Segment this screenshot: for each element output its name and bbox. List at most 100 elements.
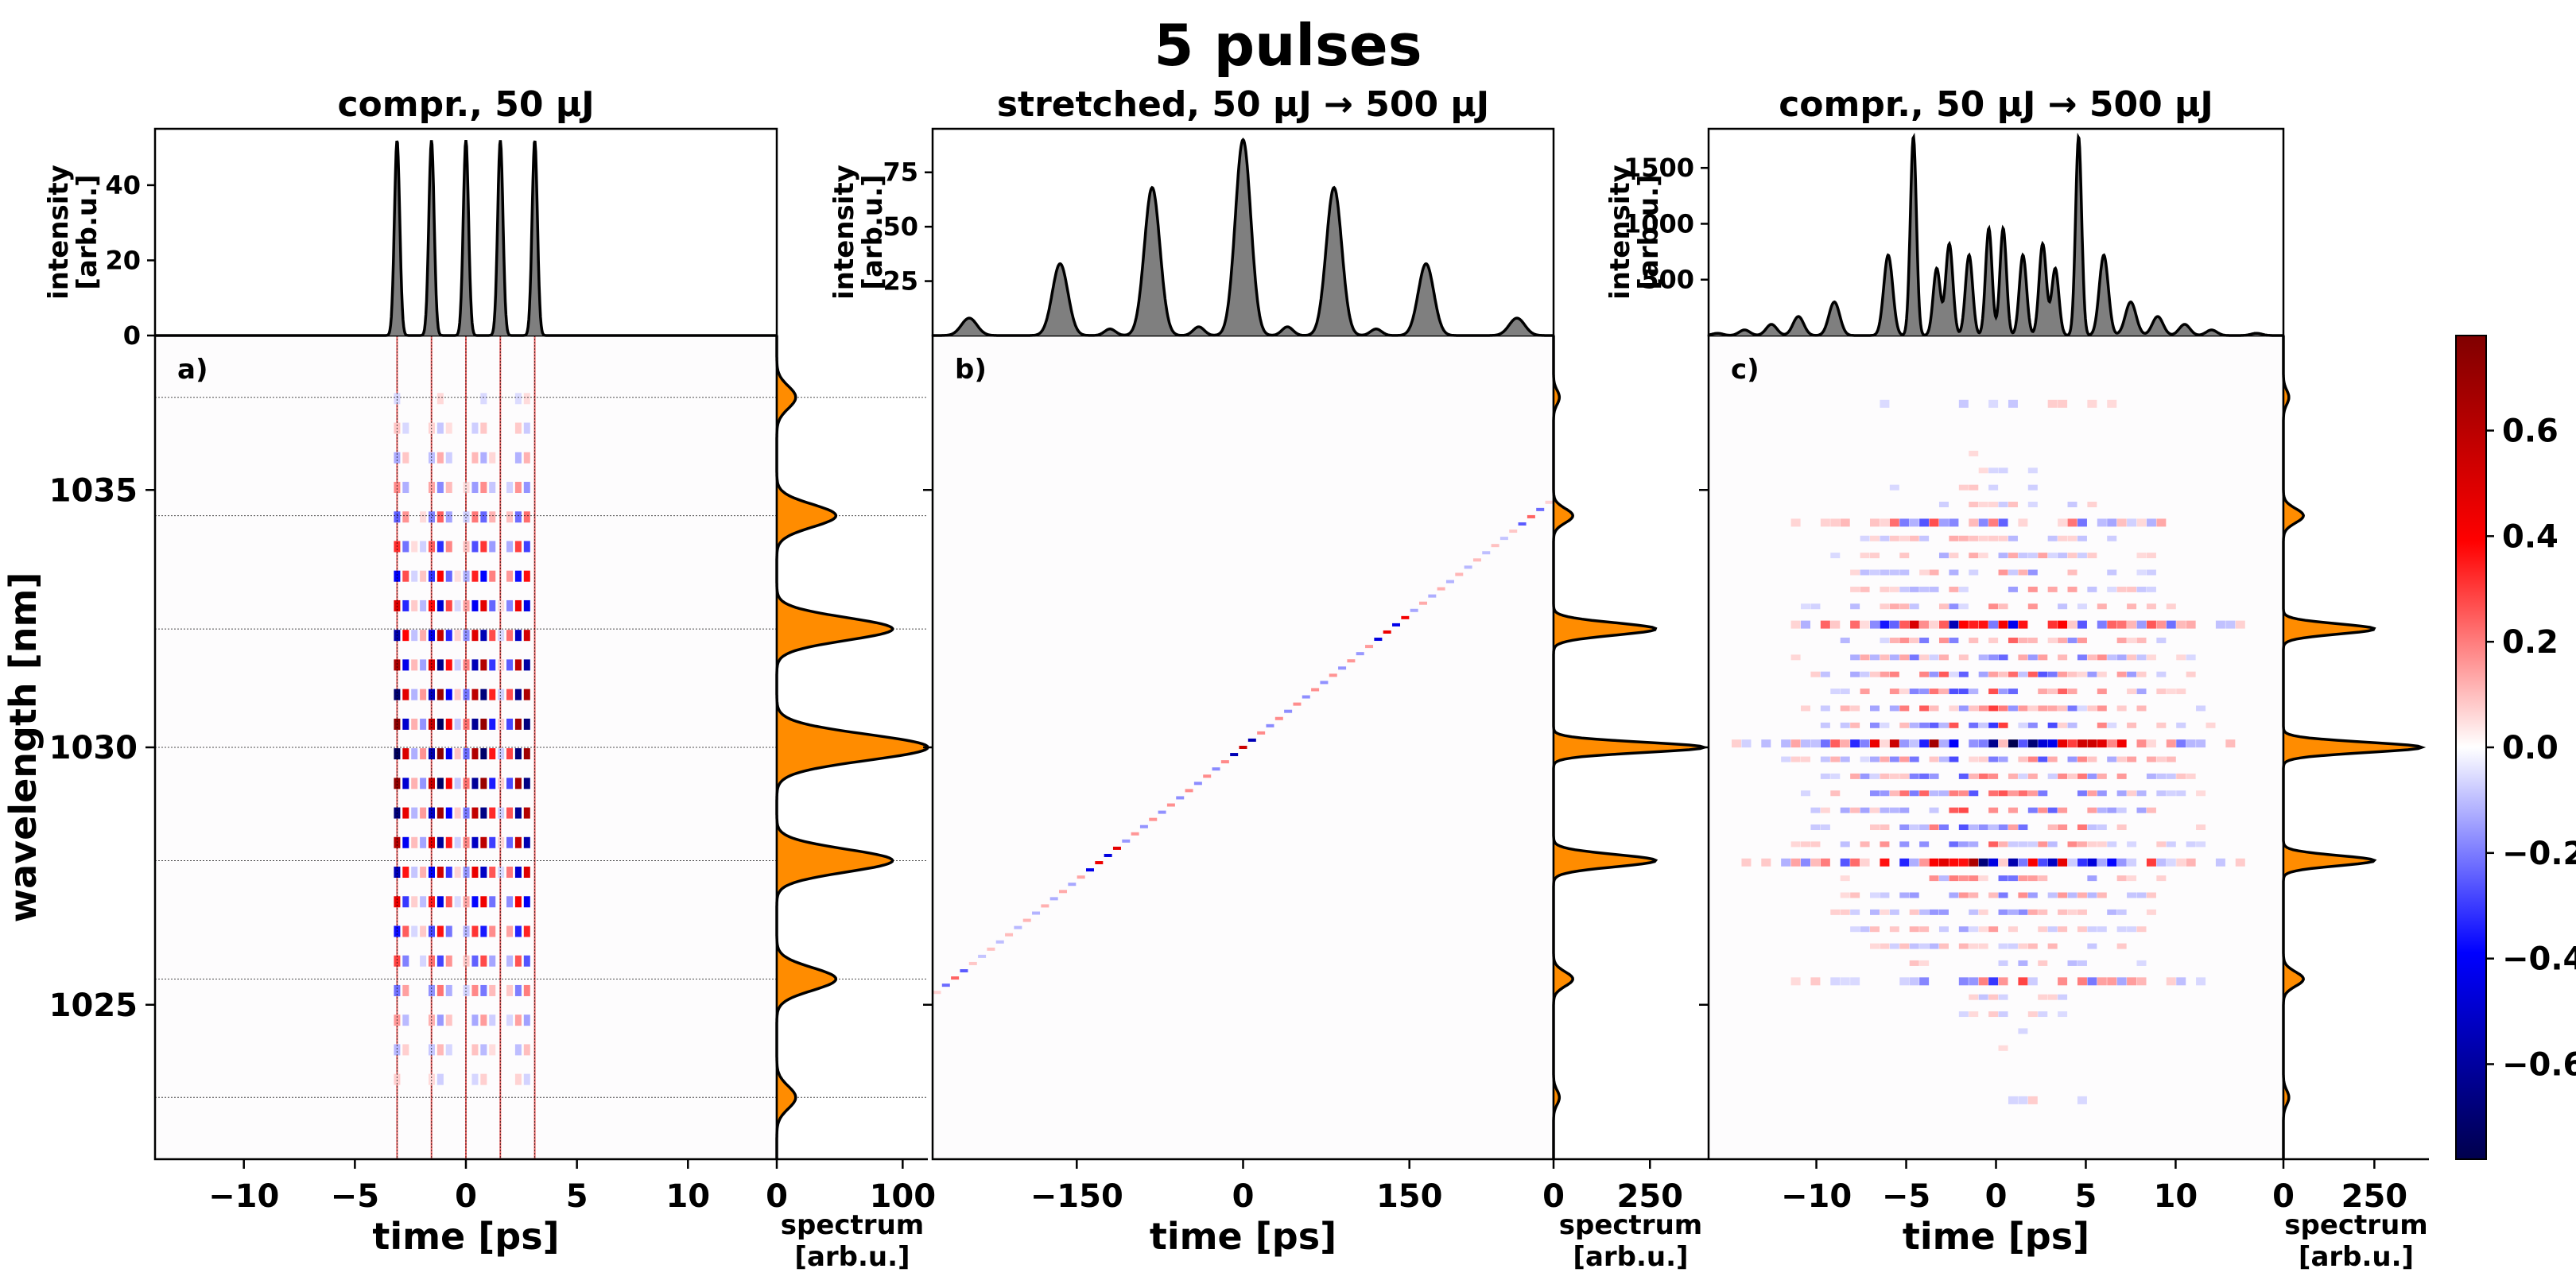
heatmap-cell [2116, 773, 2127, 779]
heatmap-cell [2077, 756, 2087, 762]
heatmap-cell [1860, 807, 1870, 813]
heatmap-cell [1969, 637, 1979, 643]
heatmap-cell [1929, 909, 1939, 915]
heatmap-cell [1801, 603, 1811, 610]
heatmap-cell [2038, 689, 2048, 695]
heatmap-cell [428, 867, 435, 879]
heatmap-cell [1969, 1011, 1979, 1018]
heatmap-cell [2116, 671, 2127, 677]
heatmap-cell [1850, 926, 1860, 933]
heatmap-cell [506, 1014, 514, 1026]
heatmap-cell [523, 511, 530, 523]
heatmap-cell [1949, 722, 1959, 728]
heatmap-cell [2116, 620, 2127, 629]
colorbar-tick-label: −0.2 [2502, 836, 2576, 872]
heatmap-cell [402, 659, 409, 671]
heatmap-cell [428, 689, 435, 700]
heatmap-cell [463, 511, 470, 523]
heatmap-cell [2235, 620, 2245, 629]
heatmap-cell [411, 599, 418, 611]
heatmap-cell [2047, 858, 2058, 867]
heatmap-cell [498, 748, 505, 760]
heatmap-cell [2146, 553, 2156, 559]
heatmap-cell [394, 570, 401, 582]
heatmap-cell [471, 748, 479, 760]
heatmap-cell [489, 541, 496, 553]
heatmap-cell [2097, 858, 2107, 867]
heatmap-cell [1239, 746, 1247, 749]
heatmap-cell [2058, 535, 2068, 541]
heatmap-cell [489, 925, 496, 937]
heatmap-cell [825, 1077, 833, 1080]
heatmap-cell [394, 778, 401, 789]
heatmap-cell [480, 955, 487, 967]
heatmap-cell [2215, 620, 2225, 629]
heatmap-cell [2146, 892, 2156, 898]
heatmap-cell [2058, 518, 2068, 527]
intensity-axis-label: intensity [1604, 165, 1636, 300]
heatmap-cell [1860, 756, 1870, 762]
heatmap-cell [2097, 892, 2107, 898]
heatmap-cell [506, 778, 514, 789]
spectrum-axis-unit: [arb.u.] [1573, 1241, 1688, 1273]
heatmap-cell [2097, 790, 2107, 797]
heatmap-cell [445, 984, 452, 996]
heatmap-cell [2038, 909, 2048, 915]
heatmap-cell [2116, 518, 2127, 527]
heatmap-cell [2127, 858, 2137, 867]
heatmap-cell [523, 1073, 530, 1085]
heatmap-cell [1880, 824, 1890, 831]
heatmap-cell [1041, 904, 1049, 908]
heatmap-cell [1998, 790, 2008, 797]
heatmap-cell [1850, 620, 1860, 629]
heatmap-cell [420, 955, 427, 967]
heatmap-cell [2018, 909, 2028, 915]
heatmap-cell [489, 984, 496, 996]
heatmap-cell [394, 393, 401, 405]
heatmap-cell [480, 984, 487, 996]
heatmap-cell [489, 599, 496, 611]
heatmap-cell [1810, 824, 1821, 831]
heatmap-cell [1139, 824, 1148, 828]
heatmap-cell [402, 1044, 409, 1056]
heatmap-cell [2077, 671, 2087, 677]
heatmap-cell [1869, 807, 1880, 813]
heatmap-cell [1978, 994, 1988, 1000]
heatmap-cell [436, 630, 444, 642]
heatmap-cell [1889, 739, 1899, 748]
intensity-tick-label: 50 [883, 211, 918, 242]
heatmap-cell [1840, 909, 1850, 915]
heatmap-cell [1958, 603, 1969, 610]
heatmap-cell [1938, 518, 1949, 527]
heatmap-cell [471, 807, 479, 819]
heatmap-cell [1860, 739, 1870, 748]
heatmap-cell [514, 511, 522, 523]
heatmap-cell [420, 599, 427, 611]
heatmap-cell [471, 570, 479, 582]
heatmap-cell [2116, 909, 2127, 915]
colorbar-tick-label: −0.4 [2502, 941, 2576, 978]
heatmap-cell [471, 867, 479, 879]
heatmap-cell [2058, 722, 2068, 728]
heatmap-cell [445, 422, 452, 434]
heatmap-cell [2047, 994, 2058, 1000]
x-tick-label: −5 [331, 1178, 379, 1215]
heatmap-cell [1644, 421, 1652, 425]
heatmap-cell [1958, 875, 1969, 882]
heatmap-cell [480, 482, 487, 494]
heatmap-cell [2087, 892, 2097, 898]
heatmap-cell [1949, 569, 1959, 576]
heatmap-cell [1889, 909, 1899, 915]
heatmap-cell [523, 896, 530, 908]
heatmap-cell [2077, 824, 2087, 831]
heatmap-cell [514, 1044, 522, 1056]
heatmap-cell [1158, 810, 1166, 814]
heatmap-cell [1860, 671, 1870, 677]
heatmap-cell [436, 422, 444, 434]
heatmap-cell [2067, 637, 2077, 643]
heatmap-cell [1958, 399, 1969, 408]
heatmap-cell [2116, 824, 2127, 831]
heatmap-cell [2176, 654, 2186, 661]
heatmap-cell [1958, 705, 1969, 712]
heatmap-cell [2097, 977, 2107, 986]
